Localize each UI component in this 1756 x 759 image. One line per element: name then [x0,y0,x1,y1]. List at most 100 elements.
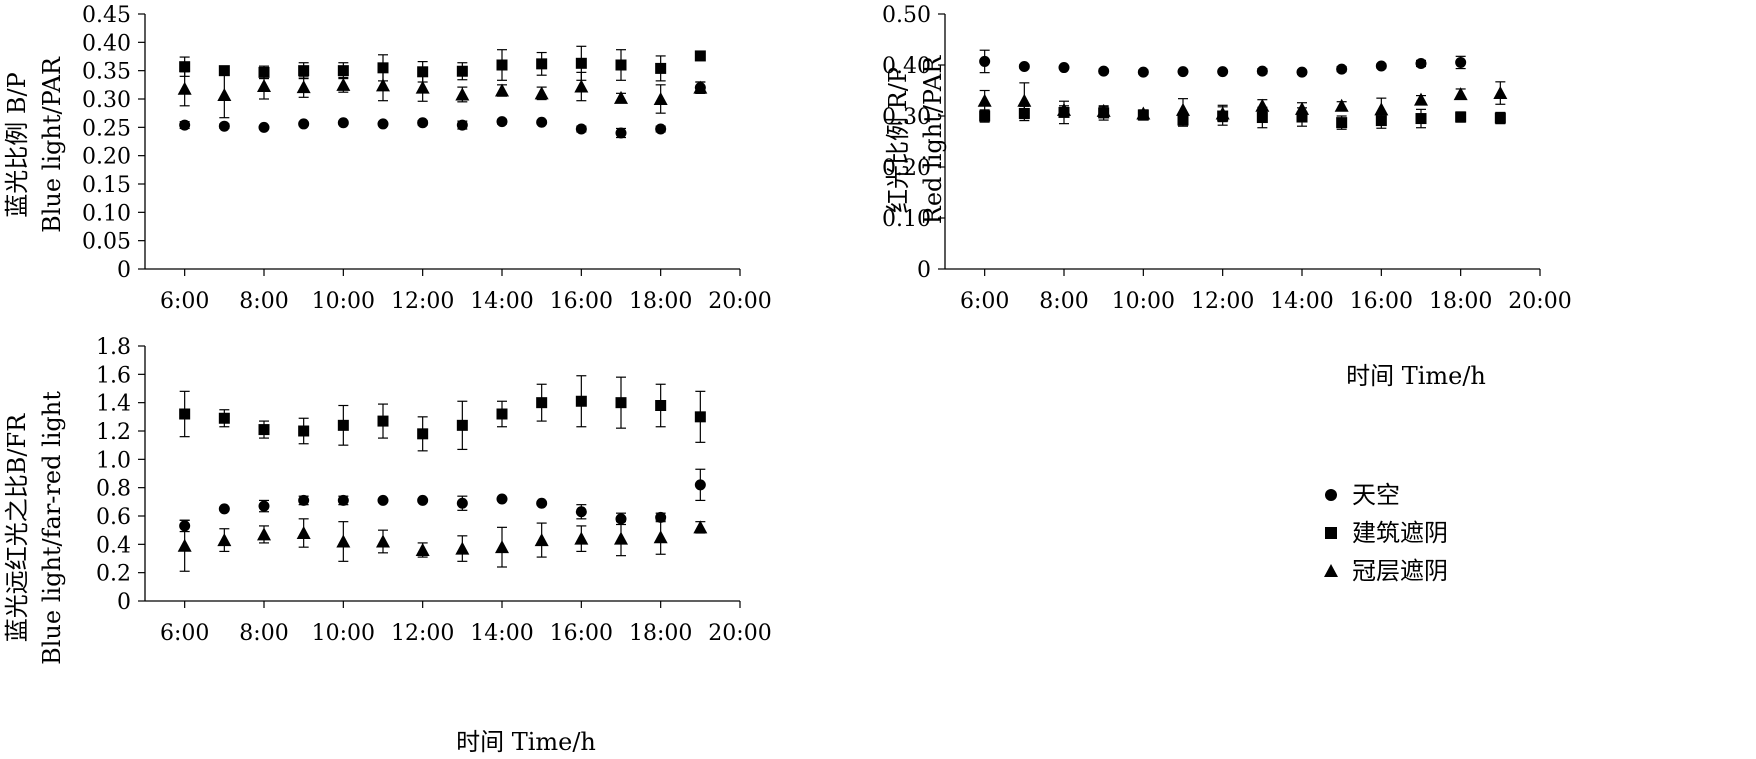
y-tick-label: 1.4 [96,392,131,417]
data-point-circle [456,497,468,509]
data-point-circle [496,116,508,128]
data-point-square [377,415,389,427]
data-point-triangle [534,86,549,100]
x-tick-label: 6:00 [160,621,209,646]
data-point-triangle [495,540,509,554]
data-point-square [575,395,587,407]
data-point-triangle [614,90,628,104]
data-point-triangle [296,80,311,94]
data-point-triangle [574,79,589,93]
data-point-circle [1137,66,1149,78]
x-tick-label: 12:00 [1191,289,1254,314]
data-point-circle [1336,63,1348,75]
chart-blue-far-red: 蓝光远红光之比B/FR Blue light/far-red light 时间 … [3,335,772,756]
y-tick-label: 0.50 [882,3,931,28]
data-point-circle [655,123,667,135]
data-point-triangle [653,92,668,105]
data-point-circle [1415,57,1427,69]
chart-blue-par: 蓝光比例 B/P Blue light/PAR 0 0.05 0.10 0.15 0.2… [3,3,772,314]
y-tick-label: 0.05 [82,230,131,255]
legend: 天空 建筑遮阴 冠层遮阴 [1324,481,1448,585]
data-point-square [536,58,548,70]
y-tick-label: 0.35 [82,60,131,85]
data-point-circle [979,55,991,67]
data-point-circle [694,479,706,491]
y-tick-label: 0 [117,258,131,283]
x-tick-label: 16:00 [1350,289,1413,314]
x-tick-label: 20:00 [1508,289,1571,314]
data-point-triangle [534,533,549,547]
x-tick-label: 6:00 [160,289,209,314]
data-point-circle [1296,66,1308,78]
data-point-square [456,419,468,431]
data-point-triangle [336,534,351,548]
y-axis-title-line2: Blue light/PAR [38,56,66,233]
data-point-circle [218,120,230,132]
data-point-square [655,400,667,411]
data-point-square [655,62,667,74]
data-point-triangle [653,530,668,544]
legend-label-canopy-shade: 冠层遮阴 [1352,557,1448,585]
legend-square-marker [1325,527,1337,539]
data-point-square [456,65,468,77]
data-point-triangle [257,78,271,92]
y-tick-label: 0.25 [82,116,131,141]
data-point-circle [536,497,548,509]
data-point-circle [1177,66,1189,78]
data-point-triangle [217,88,232,102]
x-axis-title: 时间 Time/h [456,728,596,756]
data-point-triangle [1017,93,1032,107]
x-tick-label: 14:00 [470,289,533,314]
y-tick-label: 0.10 [82,201,131,226]
x-tick-label: 20:00 [708,289,771,314]
y-tick-label: 0.40 [82,31,131,56]
x-tick-label: 8:00 [1039,289,1088,314]
y-tick-label: 1.6 [96,363,131,388]
data-point-square [298,425,310,437]
data-point-square [179,61,191,73]
data-point-square [1336,117,1348,129]
data-point-triangle [495,83,509,97]
data-point-triangle [977,93,992,107]
y-tick-label: 0.6 [96,505,131,530]
y-tick-label: 0 [117,590,131,615]
data-point-circle [377,494,389,506]
data-point-circle [258,500,270,512]
data-point-square [417,428,429,440]
data-point-triangle [1057,102,1071,116]
data-point-triangle [1374,102,1389,116]
data-point-square [694,50,706,62]
data-point-triangle [1334,98,1349,112]
x-tick-label: 12:00 [391,289,454,314]
data-point-square [694,411,706,423]
data-point-circle [575,123,587,135]
data-point-square [1296,111,1308,123]
data-point-square [218,412,230,424]
data-point-triangle [257,527,271,541]
data-point-circle [298,118,310,130]
legend-circle-marker [1325,489,1337,501]
data-point-circle [218,503,230,515]
data-point-circle [456,119,468,131]
x-tick-label: 14:00 [470,621,533,646]
data-point-triangle [693,520,708,534]
x-tick-label: 8:00 [239,289,288,314]
data-point-triangle [1453,87,1468,101]
data-point-circle [179,119,191,131]
data-point-triangle [455,87,470,101]
data-point-circle [1098,65,1110,77]
data-point-triangle [376,78,390,92]
data-point-circle [298,494,310,506]
y-tick-label: 0.30 [882,105,931,130]
data-point-circle [536,116,548,128]
x-tick-label: 16:00 [550,289,613,314]
x-tick-label: 18:00 [1429,289,1492,314]
data-point-square [615,59,627,71]
data-point-square [979,110,991,122]
x-tick-label: 6:00 [960,289,1009,314]
data-point-circle [1058,62,1070,74]
data-point-circle [258,121,270,133]
data-point-square [417,66,429,78]
data-point-triangle [415,543,430,556]
